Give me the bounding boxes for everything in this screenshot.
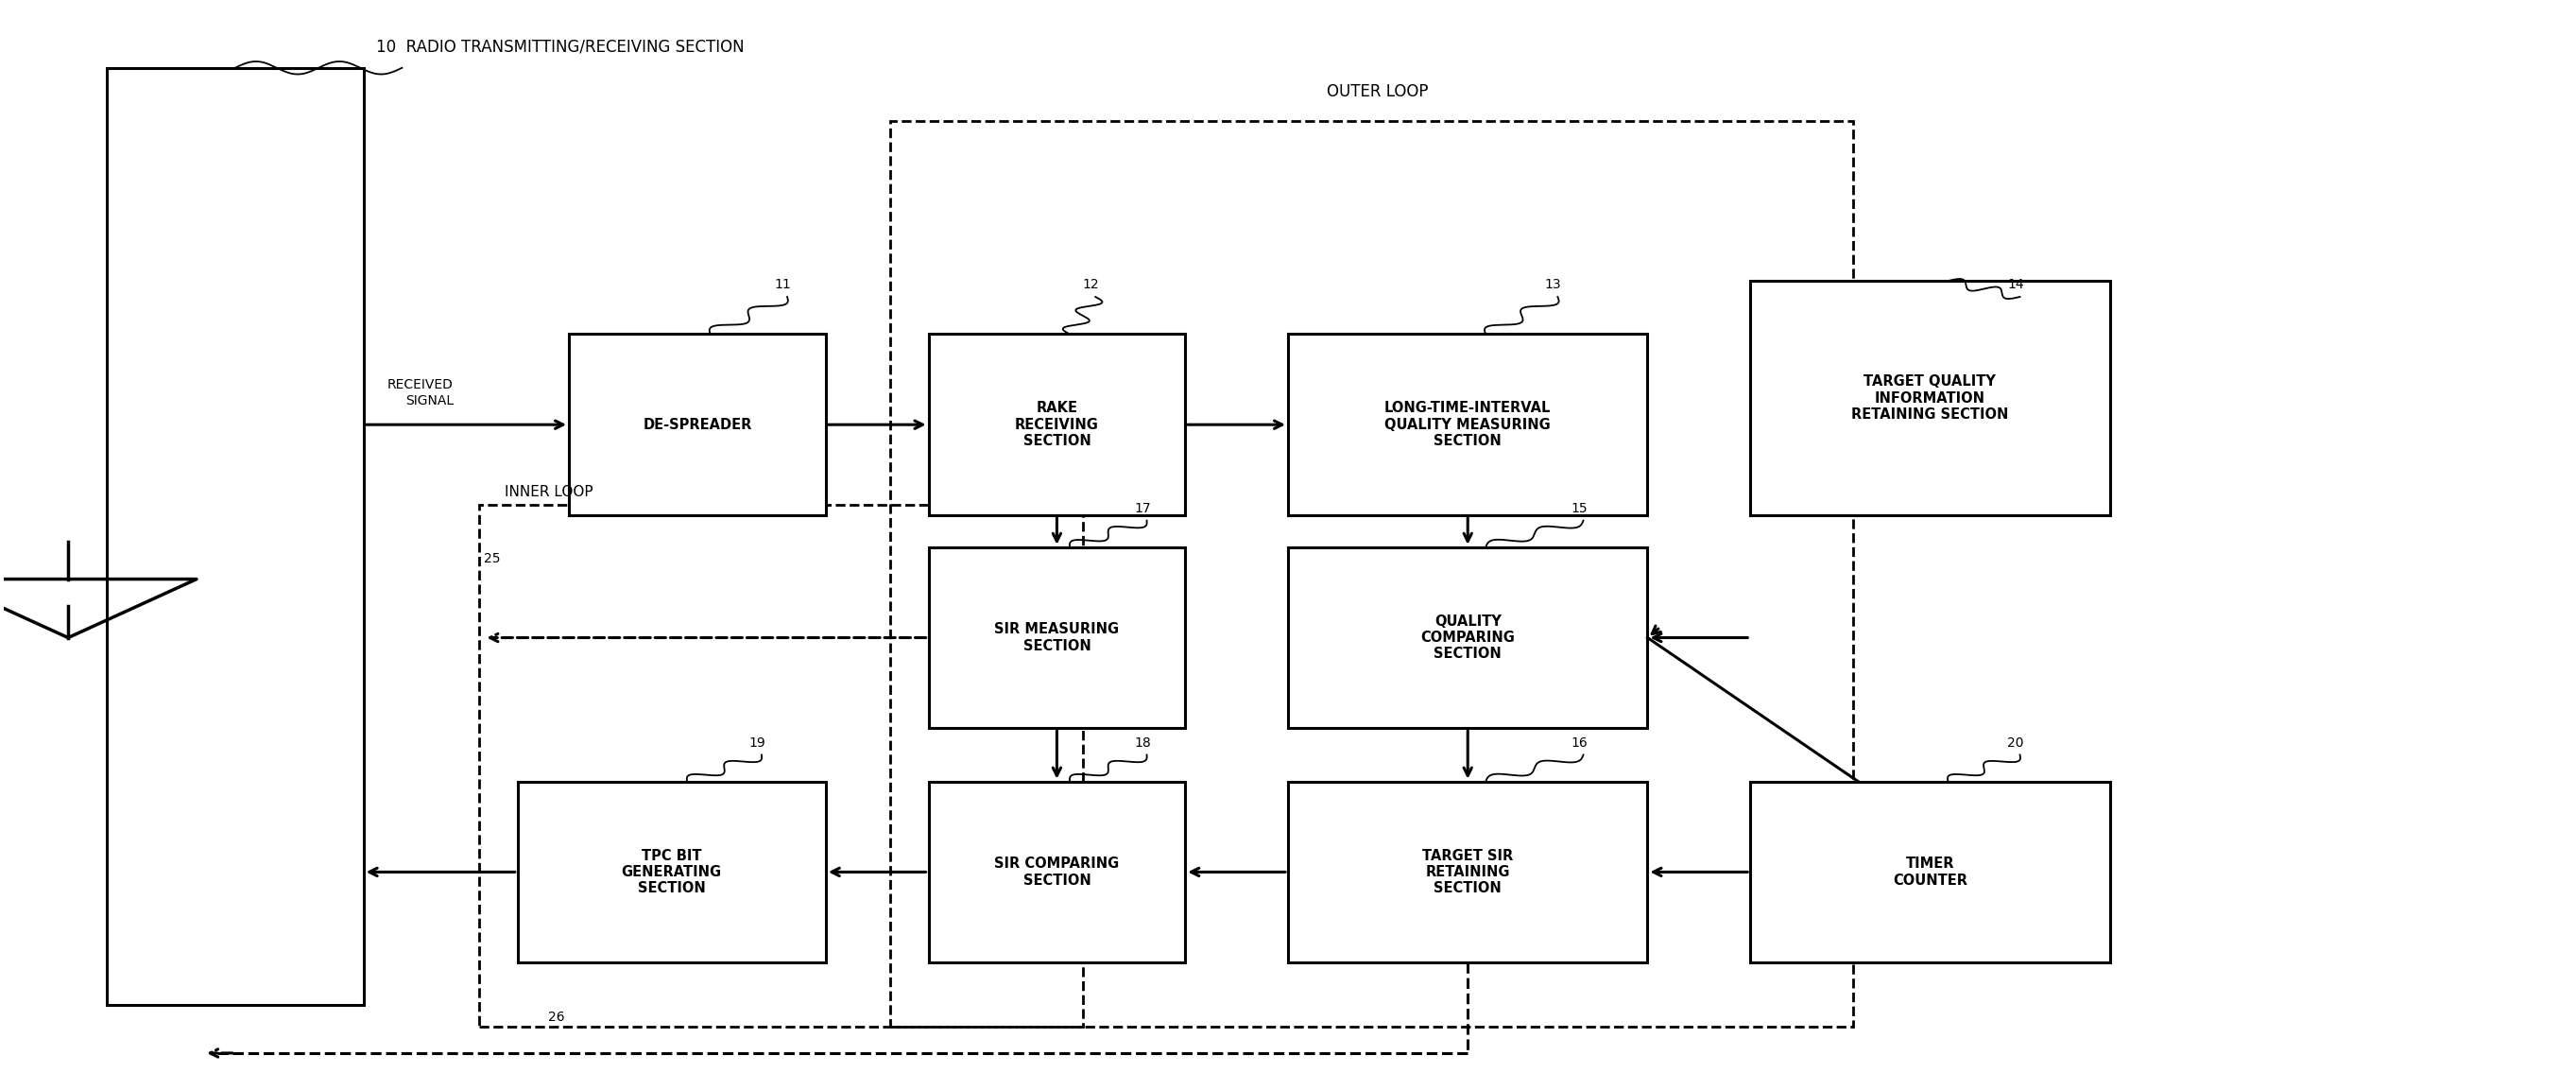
FancyBboxPatch shape [1288, 334, 1649, 515]
Text: 10  RADIO TRANSMITTING/RECEIVING SECTION: 10 RADIO TRANSMITTING/RECEIVING SECTION [376, 38, 744, 55]
Text: 26: 26 [549, 1011, 564, 1024]
Text: 19: 19 [750, 736, 765, 750]
Text: SIR MEASURING
SECTION: SIR MEASURING SECTION [994, 622, 1121, 653]
Text: 25: 25 [484, 553, 500, 565]
FancyBboxPatch shape [569, 334, 827, 515]
Text: 20: 20 [2007, 736, 2025, 750]
FancyBboxPatch shape [1288, 547, 1649, 729]
Text: INNER LOOP: INNER LOOP [505, 485, 592, 499]
Text: 12: 12 [1082, 278, 1100, 292]
Text: RECEIVED
SIGNAL: RECEIVED SIGNAL [386, 379, 453, 407]
FancyBboxPatch shape [927, 781, 1185, 962]
Text: OUTER LOOP: OUTER LOOP [1327, 83, 1430, 100]
Text: QUALITY
COMPARING
SECTION: QUALITY COMPARING SECTION [1419, 614, 1515, 661]
Text: 15: 15 [1571, 502, 1587, 515]
Text: TARGET SIR
RETAINING
SECTION: TARGET SIR RETAINING SECTION [1422, 849, 1512, 896]
Text: DE-SPREADER: DE-SPREADER [644, 417, 752, 431]
FancyBboxPatch shape [518, 781, 827, 962]
Text: 14: 14 [2007, 278, 2025, 292]
Text: 18: 18 [1133, 736, 1151, 750]
Text: 16: 16 [1571, 736, 1587, 750]
Text: TARGET QUALITY
INFORMATION
RETAINING SECTION: TARGET QUALITY INFORMATION RETAINING SEC… [1852, 374, 2009, 422]
FancyBboxPatch shape [1749, 281, 2110, 515]
FancyBboxPatch shape [1288, 781, 1649, 962]
Text: RAKE
RECEIVING
SECTION: RAKE RECEIVING SECTION [1015, 401, 1100, 449]
FancyBboxPatch shape [927, 547, 1185, 729]
Text: TPC BIT
GENERATING
SECTION: TPC BIT GENERATING SECTION [621, 849, 721, 896]
Text: 11: 11 [775, 278, 791, 292]
FancyBboxPatch shape [106, 68, 363, 1005]
Text: TIMER
COUNTER: TIMER COUNTER [1893, 856, 1968, 887]
FancyBboxPatch shape [927, 334, 1185, 515]
FancyBboxPatch shape [1749, 781, 2110, 962]
Text: 13: 13 [1546, 278, 1561, 292]
Text: LONG-TIME-INTERVAL
QUALITY MEASURING
SECTION: LONG-TIME-INTERVAL QUALITY MEASURING SEC… [1383, 401, 1551, 449]
Text: 17: 17 [1133, 502, 1151, 515]
Text: SIR COMPARING
SECTION: SIR COMPARING SECTION [994, 856, 1121, 887]
